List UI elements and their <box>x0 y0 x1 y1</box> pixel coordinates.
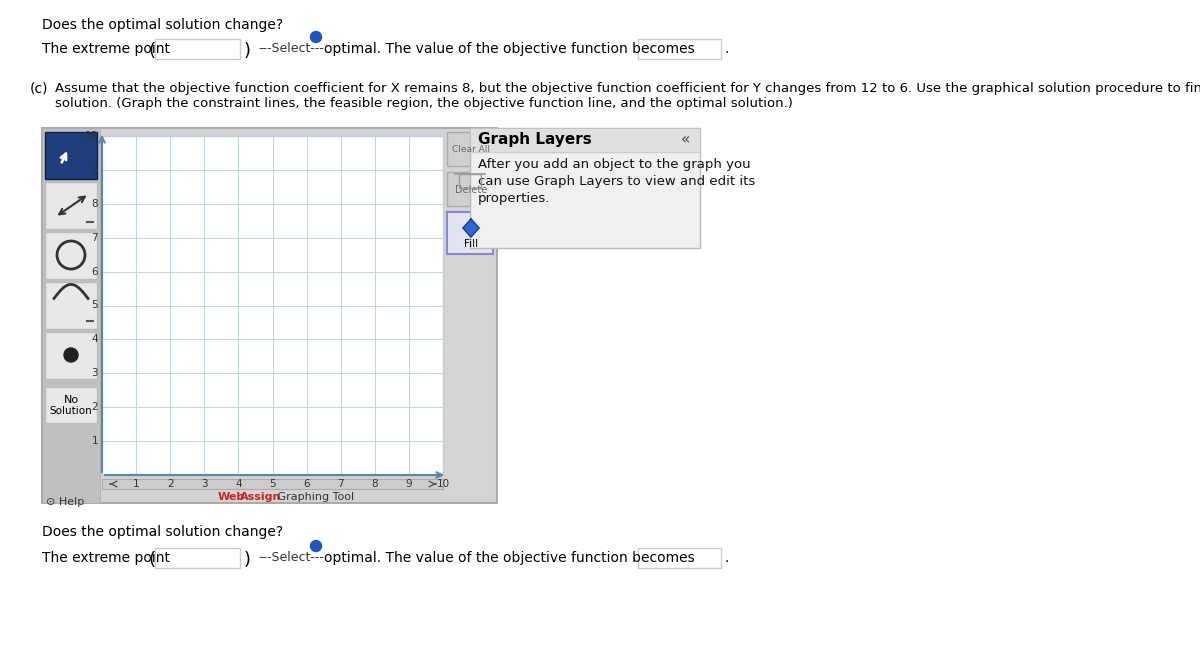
Text: 2: 2 <box>91 402 98 412</box>
Text: ---Select---: ---Select--- <box>258 42 324 55</box>
Bar <box>46 232 97 279</box>
Bar <box>458 174 481 188</box>
Text: optimal. The value of the objective function becomes: optimal. The value of the objective func… <box>324 42 695 56</box>
Text: ): ) <box>244 42 251 60</box>
Text: 7: 7 <box>337 479 344 489</box>
Text: ): ) <box>244 551 251 569</box>
Text: 1: 1 <box>91 436 98 446</box>
Text: 4: 4 <box>91 334 98 344</box>
Text: 6: 6 <box>304 479 310 489</box>
Bar <box>155 39 240 59</box>
Text: ---Select---: ---Select--- <box>258 551 324 564</box>
Text: properties.: properties. <box>478 192 551 205</box>
Text: 3: 3 <box>91 369 98 378</box>
Text: 5: 5 <box>91 300 98 311</box>
Text: Clear All: Clear All <box>452 145 490 154</box>
Bar <box>42 128 100 503</box>
Text: Web: Web <box>217 492 245 502</box>
Bar <box>46 182 97 229</box>
Bar <box>42 128 497 503</box>
Text: Graph Layers: Graph Layers <box>478 132 592 147</box>
Bar <box>446 172 493 206</box>
Text: ⊙ Help: ⊙ Help <box>46 497 84 507</box>
Bar <box>102 136 443 475</box>
Bar <box>46 332 97 379</box>
Text: Assign: Assign <box>240 492 281 502</box>
Bar <box>46 387 97 423</box>
Text: can use Graph Layers to view and edit its: can use Graph Layers to view and edit it… <box>478 175 755 188</box>
Text: The extreme point: The extreme point <box>42 551 170 565</box>
Bar <box>446 212 493 254</box>
Text: Does the optimal solution change?: Does the optimal solution change? <box>42 18 283 32</box>
Text: No: No <box>64 395 78 405</box>
Text: Assume that the objective function coefficient for X remains 8, but the objectiv: Assume that the objective function coeff… <box>55 82 1200 95</box>
Text: (: ( <box>148 551 155 569</box>
Bar <box>102 479 443 489</box>
Bar <box>638 548 721 568</box>
Bar <box>638 39 721 59</box>
Text: optimal. The value of the objective function becomes: optimal. The value of the objective func… <box>324 551 695 565</box>
Text: 9: 9 <box>406 479 413 489</box>
Text: The extreme point: The extreme point <box>42 42 170 56</box>
Text: Does the optimal solution change?: Does the optimal solution change? <box>42 525 283 539</box>
Bar <box>470 128 700 248</box>
Bar <box>46 132 97 179</box>
Text: Graphing Tool: Graphing Tool <box>275 492 355 502</box>
Text: 6: 6 <box>91 267 98 277</box>
Text: 10: 10 <box>437 479 450 489</box>
Text: Fill: Fill <box>464 239 478 249</box>
Text: 2: 2 <box>167 479 174 489</box>
Bar <box>446 132 493 166</box>
Text: 8: 8 <box>91 199 98 209</box>
Text: 7: 7 <box>91 233 98 242</box>
Text: 4: 4 <box>235 479 241 489</box>
Text: 10: 10 <box>85 131 98 141</box>
Text: 3: 3 <box>200 479 208 489</box>
Text: solution. (Graph the constraint lines, the feasible region, the objective functi: solution. (Graph the constraint lines, t… <box>55 97 793 110</box>
Bar <box>470 128 700 152</box>
Circle shape <box>311 541 322 551</box>
Text: (c): (c) <box>30 82 48 96</box>
Text: 5: 5 <box>269 479 276 489</box>
Text: Solution: Solution <box>49 406 92 416</box>
Polygon shape <box>463 219 479 237</box>
Text: .: . <box>724 42 728 56</box>
Text: Delete: Delete <box>455 185 487 195</box>
Text: .: . <box>724 551 728 565</box>
Text: After you add an object to the graph you: After you add an object to the graph you <box>478 158 751 171</box>
Bar <box>155 548 240 568</box>
Text: (: ( <box>148 42 155 60</box>
Circle shape <box>64 348 78 362</box>
Text: 1: 1 <box>133 479 139 489</box>
Text: «: « <box>682 132 691 147</box>
Bar <box>46 282 97 329</box>
Text: 9: 9 <box>91 165 98 175</box>
Circle shape <box>311 32 322 43</box>
Text: 8: 8 <box>372 479 378 489</box>
